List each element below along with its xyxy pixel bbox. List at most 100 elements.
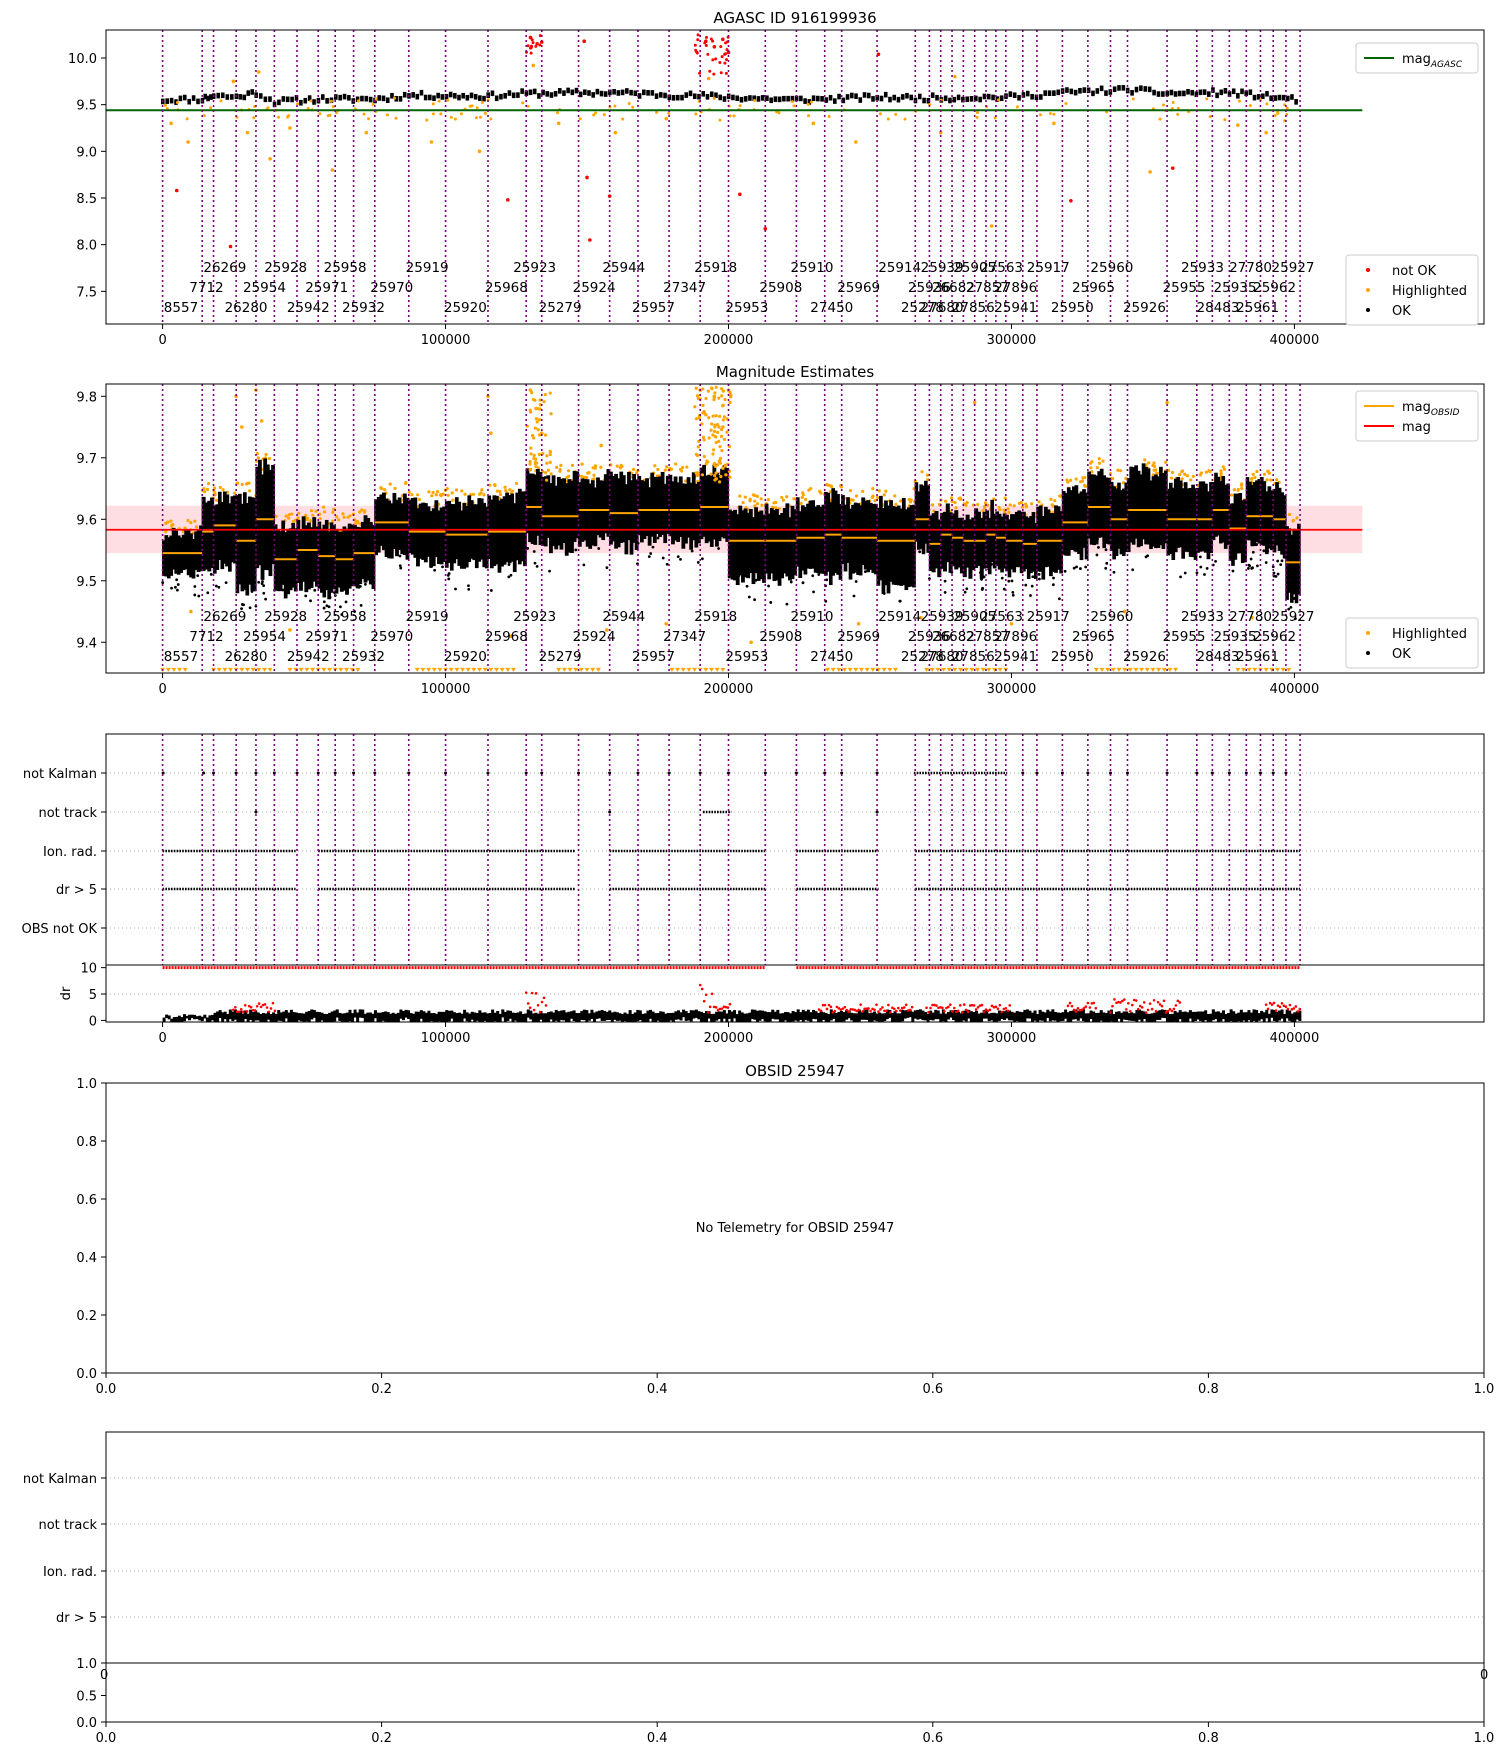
obsid-label: 27450	[810, 649, 853, 665]
ok-point	[1249, 557, 1253, 561]
highlighted-point	[429, 140, 434, 144]
dr-ok-point	[501, 1009, 505, 1018]
ok-point	[987, 517, 992, 575]
ok-point	[705, 94, 710, 100]
dr-ok-point	[1178, 1010, 1182, 1020]
dr-not-ok-point	[253, 1009, 257, 1012]
ok-point	[658, 476, 662, 538]
ok-point	[807, 99, 812, 105]
highlighted-point	[532, 436, 536, 440]
dr-not-ok-point	[1117, 1000, 1120, 1004]
dr-ok-point	[363, 1013, 367, 1022]
ok-point	[1177, 90, 1182, 97]
obsid-ytick-label: 0.8	[76, 1135, 97, 1150]
ok-point	[931, 513, 936, 573]
dr-ok-point	[600, 1009, 604, 1021]
dr-not-ok-point	[1129, 1010, 1132, 1013]
ok-point	[665, 475, 670, 534]
highlighted-point	[471, 492, 475, 496]
ok-point	[1134, 465, 1138, 539]
ok-point	[731, 94, 735, 101]
ok-point	[694, 483, 699, 548]
dr-ok-point	[598, 1010, 602, 1019]
obsid-panel: 0.0 0.2 0.4 0.6 0.8 1.00.00.20.40.60.81.0OBSI…	[76, 1062, 1494, 1397]
clipped-marker	[505, 667, 511, 672]
ok-point	[680, 94, 684, 101]
highlighted-point	[305, 517, 309, 521]
ok-point	[793, 509, 798, 576]
obsid-label: 27347	[663, 629, 706, 645]
dr-ok-point	[1061, 1012, 1065, 1021]
clipped-marker	[177, 667, 183, 672]
obsid-label: 25279	[539, 300, 582, 316]
dr-not-ok-point	[1138, 1004, 1142, 1008]
ok-point	[1129, 466, 1134, 543]
dr-ok-point	[190, 1014, 194, 1019]
ok-point	[812, 590, 816, 594]
dr-ok-point	[170, 1018, 174, 1022]
ok-point	[871, 96, 875, 102]
ok-point	[212, 505, 217, 574]
ok-point	[490, 90, 495, 97]
ok-point	[338, 94, 342, 101]
ok-point	[245, 503, 250, 596]
dr-ok-point	[974, 1010, 978, 1022]
empty-flag-row-label: not track	[38, 1518, 97, 1533]
dr-ok-point	[847, 1010, 851, 1019]
agasc-ytick-label: 8.5	[76, 192, 97, 207]
clipped-marker	[1105, 667, 1111, 672]
dr-not-ok-point	[1134, 999, 1138, 1002]
ok-point	[548, 569, 551, 573]
highlighted-point	[431, 490, 435, 495]
ok-point	[578, 91, 583, 98]
highlighted-point	[538, 398, 542, 402]
ok-point	[769, 97, 773, 104]
ok-point	[816, 95, 820, 102]
clipped-marker	[1274, 667, 1280, 672]
highlighted-point	[1131, 97, 1135, 101]
highlighted-point	[311, 513, 315, 517]
dr-not-ok-point	[716, 1008, 720, 1012]
ok-point	[690, 549, 694, 553]
dr-ok-point	[284, 1010, 288, 1019]
dr-ok-point	[577, 1013, 581, 1022]
not-ok-point	[534, 44, 538, 48]
dr-not-ok-point	[1136, 1007, 1140, 1011]
highlighted-point	[1269, 478, 1273, 482]
ok-point	[1024, 516, 1029, 570]
ok-point	[325, 604, 329, 608]
highlighted-point	[1264, 130, 1268, 135]
ok-point	[303, 97, 308, 104]
dr-ok-point	[1076, 1010, 1080, 1021]
dr-ok-point	[419, 1010, 423, 1019]
highlighted-point	[714, 477, 718, 481]
ok-point	[214, 584, 218, 588]
dr-ok-point	[661, 1011, 665, 1022]
magnitude-xtick-label: 400000	[1270, 682, 1320, 697]
obsid-label: 25941	[994, 649, 1037, 665]
ok-point	[164, 535, 169, 577]
highlighted-point	[1037, 500, 1041, 504]
ok-point	[990, 499, 995, 563]
obsid-label: 25970	[370, 280, 413, 296]
ok-point	[194, 531, 198, 571]
dr-ok-point	[913, 1010, 917, 1019]
highlighted-point	[809, 486, 813, 491]
ok-point	[1014, 511, 1019, 568]
dr-ok-point	[1137, 1009, 1141, 1020]
dr-ok-point	[684, 1011, 688, 1021]
dr-ok-point	[924, 1012, 928, 1021]
dr-ok-point	[595, 1011, 599, 1019]
ok-point	[278, 531, 283, 592]
ok-point	[1131, 467, 1136, 545]
dr-ok-point	[1252, 1009, 1256, 1021]
highlighted-point	[536, 466, 541, 470]
highlighted-point	[450, 491, 454, 495]
ok-point	[1256, 564, 1259, 568]
dr-not-ok-point	[859, 1003, 862, 1006]
dr-ok-point	[934, 1009, 938, 1020]
ok-point	[826, 492, 831, 572]
dr-ok-point	[628, 1010, 632, 1022]
ok-point	[1043, 506, 1048, 568]
highlighted-point	[1007, 510, 1011, 514]
